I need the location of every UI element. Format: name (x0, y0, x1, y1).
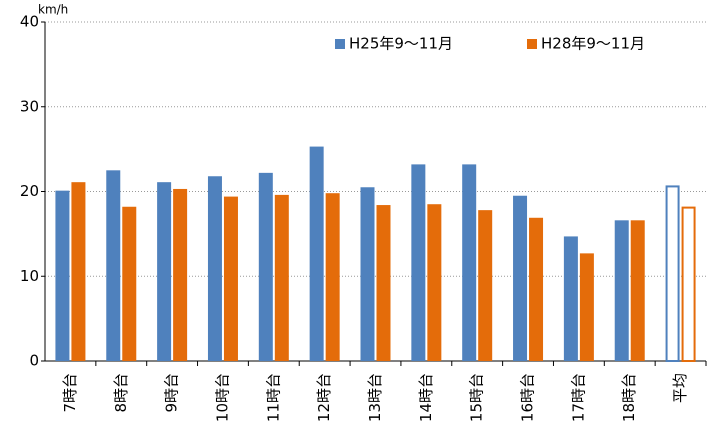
x-tick-label: 10時台 (213, 373, 231, 422)
bar (478, 210, 493, 361)
x-tick-label: 17時台 (569, 373, 587, 422)
bar (223, 196, 238, 361)
x-tick-label: 15時台 (468, 373, 486, 422)
y-tick-label: 40 (20, 13, 39, 31)
x-tick-label: 11時台 (264, 373, 282, 422)
bar (274, 194, 289, 361)
bar (529, 217, 544, 361)
y-tick-label: 20 (20, 182, 39, 200)
y-tick-label: 30 (20, 97, 39, 115)
bar (71, 182, 86, 361)
legend-swatch (527, 39, 537, 49)
bar (563, 236, 578, 361)
legend-label: H28年9～11月 (541, 35, 645, 53)
bar (376, 205, 391, 361)
bar (360, 187, 375, 361)
bar (427, 204, 442, 361)
bar (681, 206, 696, 362)
y-unit: km/h (38, 3, 68, 17)
bar (665, 185, 680, 362)
bar (122, 206, 137, 361)
x-tick-label: 12時台 (315, 373, 333, 422)
bar (614, 220, 629, 361)
bar (462, 164, 477, 361)
bar (579, 253, 594, 361)
x-tick-label: 平均 (671, 373, 689, 403)
bar (207, 176, 222, 361)
y-tick-label: 10 (20, 267, 39, 285)
bar (258, 172, 273, 361)
x-tick-label: 8時台 (112, 373, 130, 413)
bar (513, 195, 528, 361)
bar (157, 182, 172, 361)
x-tick-label: 9時台 (163, 373, 181, 413)
x-tick-label: 18時台 (620, 373, 638, 422)
bar (173, 188, 188, 361)
bar (411, 164, 426, 361)
x-tick-label: 14時台 (417, 373, 435, 422)
legend-swatch (335, 39, 345, 49)
bar (106, 170, 121, 361)
bar (55, 190, 70, 361)
x-tick-label: 16時台 (519, 373, 537, 422)
bar (309, 146, 324, 361)
bar (325, 193, 340, 361)
x-tick-label: 7時台 (61, 373, 79, 413)
legend-label: H25年9～11月 (349, 35, 453, 53)
bar (630, 220, 645, 361)
y-tick-label: 0 (29, 352, 39, 370)
x-tick-label: 13時台 (366, 373, 384, 422)
